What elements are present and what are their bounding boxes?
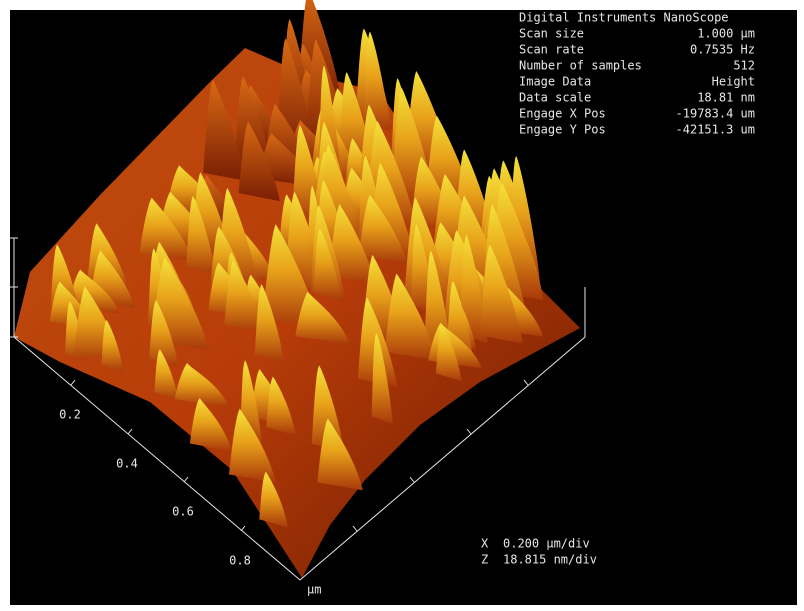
info-label: Number of samples <box>519 59 642 73</box>
page: { "info": { "title": "Digital Instrument… <box>0 0 804 611</box>
info-title: Digital Instruments NanoScope <box>519 11 729 25</box>
axis-tick-label: 0.4 <box>116 457 138 471</box>
axis-tick-label: 0.6 <box>172 505 194 519</box>
info-label: Engage X Pos <box>519 107 606 121</box>
scale-z-symbol: Z <box>481 553 488 567</box>
info-label: Data scale <box>519 91 591 105</box>
info-label: Engage Y Pos <box>519 123 606 137</box>
afm-view: Digital Instruments NanoScope Scan size 1.… <box>0 0 804 611</box>
axis-tick-label: 0.8 <box>229 554 251 568</box>
axis-tick-label: 0.2 <box>59 408 81 422</box>
scale-x-value: 0.200 µm/div <box>503 537 590 551</box>
scale-z-value: 18.815 nm/div <box>503 553 597 567</box>
info-value: 18.81 nm <box>697 91 755 105</box>
info-label: Image Data <box>519 75 591 89</box>
info-value: Height <box>712 75 755 89</box>
info-value: 512 <box>733 59 755 73</box>
info-value: 1.000 µm <box>697 27 755 41</box>
info-value: 0.7535 Hz <box>690 43 755 57</box>
info-value: -42151.3 um <box>676 123 755 137</box>
info-value: -19783.4 um <box>676 107 755 121</box>
info-label: Scan size <box>519 27 584 41</box>
axis-unit: µm <box>307 583 321 597</box>
scale-x-symbol: X <box>481 537 489 551</box>
info-label: Scan rate <box>519 43 584 57</box>
